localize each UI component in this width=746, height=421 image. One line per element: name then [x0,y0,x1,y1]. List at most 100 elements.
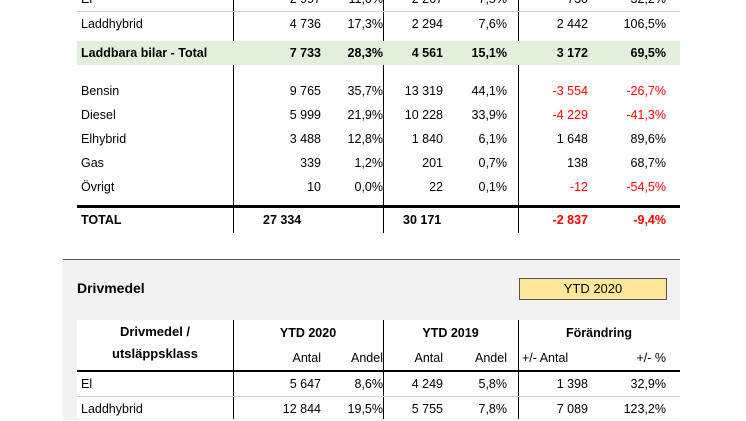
diff-antal: 730 [518,0,588,11]
ytd2019-antal: 5 755 [411,402,443,416]
row-label: Laddbara bilar - Total [81,46,208,60]
ytd2019-andel: 7,5% [443,0,508,11]
diff-antal: 7 089 [556,402,588,416]
ytd2019-antal: 4 249 [411,377,443,391]
ytd2019-andel: 6,1% [478,132,508,146]
ytd2019-antal: 2 294 [411,17,443,31]
ytd2020-andel: 35,7% [347,84,383,98]
ytd2020-andel: 21,9% [347,108,383,122]
table-row: El 5 647 8,6% 4 249 5,8% 1 398 32,9% [77,372,680,396]
ytd2020-antal: 339 [300,156,321,170]
subheader-row: Antal Andel Antal Andel +/- Antal +/- % [77,346,680,370]
column-divider [518,0,519,233]
column-divider [233,0,234,233]
diff-pct: 68,7% [630,156,666,170]
row-label: Laddhybrid [81,17,143,31]
ytd2019-andel: 0,1% [478,180,508,194]
ytd2020-antal: 5 647 [289,377,321,391]
ytd2019-antal: 4 561 [411,46,443,60]
ytd2019-antal: 22 [429,180,443,194]
diff-pct: -54,5% [626,180,666,194]
ytd2020-antal: 7 733 [289,46,321,60]
header-drivmedel: Drivmedel / [119,324,191,339]
row-label: El [81,0,92,11]
row-label: Övrigt [81,180,115,194]
ytd2019-andel: 7,8% [478,402,508,416]
header-forandring: Förändring [566,326,632,340]
ytd2020-andel: 12,8% [347,132,383,146]
ytd2020-andel: 28,3% [347,46,383,60]
section-title: Drivmedel [77,280,145,296]
ytd2019-antal: 2 267 [383,0,443,11]
ytd2019-antal: 30 171 [403,213,442,227]
table-row: Gas 339 1,2% 201 0,7% 138 68,7% [77,151,680,175]
subtotal-row: Laddbara bilar - Total 7 733 28,3% 4 561… [77,41,680,65]
table-row: Elhybrid 3 488 12,8% 1 840 6,1% 1 648 89… [77,127,680,151]
total-divider [77,205,680,208]
diff-pct: 106,5% [623,17,666,31]
row-label: TOTAL [81,213,122,227]
column-divider [518,320,519,419]
ytd2020-andel: 11,0% [321,0,383,11]
header-ytd2020: YTD 2020 [279,326,337,340]
subheader-andel: Andel [475,351,507,365]
total-row: TOTAL 27 334 30 171 -2 837 -9,4% [77,208,680,232]
table-row: Diesel 5 999 21,9% 10 228 33,9% -4 229 -… [77,103,680,127]
diff-antal: -3 554 [552,84,588,98]
diff-pct: -26,7% [626,84,666,98]
table-row: Laddhybrid 4 736 17,3% 2 294 7,6% 2 442 … [77,12,680,36]
row-label: Gas [81,156,104,170]
subheader-diff-pct: +/- % [636,351,666,365]
row-label: Diesel [81,108,116,122]
diff-antal: -12 [569,180,588,194]
ytd2020-andel: 0,0% [354,180,384,194]
ytd2019-antal: 201 [422,156,443,170]
ytd2020-antal: 9 765 [289,84,321,98]
ytd2020-antal: 4 736 [289,17,321,31]
ytd2020-antal: 3 488 [289,132,321,146]
subheader-diff-antal: +/- Antal [522,351,569,365]
ytd2019-antal: 10 228 [404,108,443,122]
ytd2020-antal: 27 334 [263,213,302,227]
column-divider [233,320,234,419]
diff-pct: -9,4% [633,213,666,227]
ytd2019-andel: 44,1% [471,84,507,98]
column-divider [383,320,384,419]
ytd2020-andel: 1,2% [354,156,384,170]
ytd2020-antal: 5 999 [289,108,321,122]
table-row: El 2 997 11,0% 2 267 7,5% 730 32,2% [77,0,680,11]
diff-pct: 32,2% [588,0,666,11]
diff-pct: 69,5% [630,46,666,60]
table-row: Övrigt 10 0,0% 22 0,1% -12 -54,5% [77,175,680,199]
diff-antal: 1 398 [556,377,588,391]
ytd2020-antal: 2 997 [260,0,321,11]
header-ytd2019: YTD 2019 [422,326,479,340]
row-label: Laddhybrid [81,402,143,416]
diff-antal: 2 442 [556,17,588,31]
diff-pct: 123,2% [623,402,666,416]
subheader-antal: Antal [292,351,322,365]
diff-antal: -4 229 [552,108,588,122]
row-divider [77,11,680,12]
ytd2019-andel: 7,6% [478,17,508,31]
table-row: Laddhybrid 12 844 19,5% 5 755 7,8% 7 089… [77,397,680,421]
subheader-andel: Andel [351,351,383,365]
row-label: El [81,377,93,391]
row-label: Bensin [81,84,120,98]
diff-antal: 1 648 [556,132,588,146]
ytd2020-antal: 10 [307,180,321,194]
row-label: Elhybrid [81,132,127,146]
ytd2019-andel: 15,1% [471,46,507,60]
diff-antal: 138 [567,156,588,170]
ytd2019-antal: 13 319 [404,84,443,98]
ytd2020-andel: 19,5% [347,402,383,416]
column-divider [383,0,384,233]
ytd2020-andel: 17,3% [347,17,383,31]
diff-pct: -41,3% [626,108,666,122]
header-utslappsklass: utsläppsklass [112,346,198,361]
subheader-antal: Antal [414,351,444,365]
ytd2019-andel: 0,7% [478,156,508,170]
ytd2020-andel: 8,6% [354,377,384,391]
period-selector[interactable]: YTD 2020 [519,278,667,300]
diff-pct: 32,9% [630,377,666,391]
